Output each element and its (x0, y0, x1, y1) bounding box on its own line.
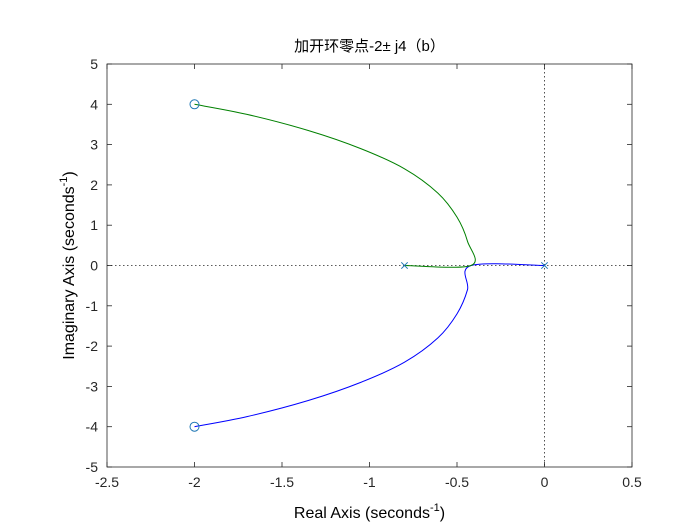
marker-layer (189, 99, 549, 432)
y-axis-label-close: ) (61, 171, 78, 176)
x-tick-labels: -2.5 -2 -1.5 -1 -0.5 0 0.5 (95, 474, 642, 490)
y-tick-label: 2 (90, 177, 98, 193)
y-axis-label-text: Imaginary Axis (seconds (61, 186, 78, 359)
tick-layer (106, 63, 633, 468)
y-tick-label: 3 (90, 137, 98, 153)
y-axis-label-sup: -1 (58, 177, 70, 187)
series-layer (194, 103, 545, 428)
x-tick-label: -0.5 (445, 474, 469, 490)
zero-marker-1 (189, 99, 200, 110)
y-axis-label: Imaginary Axis (seconds-1) (58, 171, 78, 360)
pole-marker-2 (540, 261, 549, 270)
y-tick-label: -2 (86, 338, 99, 354)
x-axis-label: Real Axis (seconds-1) (294, 502, 445, 522)
plot-area (107, 64, 632, 467)
x-axis-label-text: Real Axis (seconds (294, 505, 430, 522)
y-tick-label: -3 (86, 378, 99, 394)
pole-marker-stroke (540, 261, 549, 270)
pole-marker-stroke (400, 261, 409, 270)
y-tick-label: -4 (86, 419, 99, 435)
x-tick-label: 0.5 (622, 474, 642, 490)
x-tick-label: -1.5 (270, 474, 294, 490)
y-tick-labels: -5 -4 -3 -2 -1 0 1 2 3 4 5 (86, 56, 99, 475)
x-tick-label: -2 (188, 474, 201, 490)
y-tick-label: -5 (86, 459, 99, 475)
locus-branch-1 (194, 263, 545, 428)
chart-title: 加开环零点-2± j4（b） (294, 38, 445, 55)
y-tick-label: -1 (86, 298, 99, 314)
y-tick-label: 1 (90, 217, 98, 233)
x-tick-label: -2.5 (95, 474, 119, 490)
x-axis-label-close: ) (440, 505, 445, 522)
y-tick-label: 4 (90, 96, 98, 112)
x-tick-label: -1 (363, 474, 376, 490)
zero-marker-2 (189, 421, 200, 432)
pole-marker-1 (400, 261, 409, 270)
locus-branch-2 (194, 103, 476, 268)
y-tick-label: 5 (90, 56, 98, 72)
y-tick-label: 0 (90, 258, 98, 274)
x-axis-label-sup: -1 (430, 502, 440, 514)
x-tick-label: 0 (541, 474, 549, 490)
